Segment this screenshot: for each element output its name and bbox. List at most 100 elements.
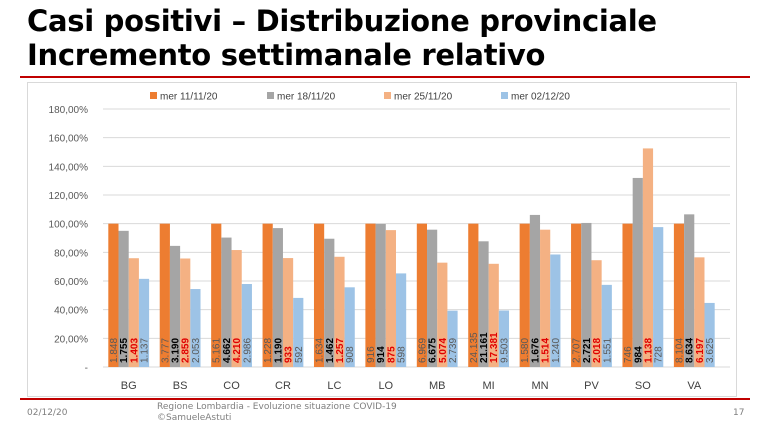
x-tick-label: MN: [531, 380, 548, 392]
bar: [365, 223, 376, 367]
bar: [221, 237, 232, 367]
y-tick-label: 40,00%: [54, 306, 88, 317]
bar: [478, 241, 489, 367]
data-label: 1.755: [119, 338, 130, 363]
legend-swatch: [150, 92, 157, 99]
title-line-2: Incremento settimanale relativo: [27, 38, 546, 72]
bar: [601, 284, 612, 367]
data-label: 984: [633, 346, 644, 363]
title-divider: [20, 76, 750, 78]
bar: [529, 214, 541, 367]
footer-divider: [20, 398, 750, 400]
bar: [653, 227, 664, 367]
bar: [159, 223, 170, 367]
title-line-1: Casi positivi – Distribuzione provincial…: [27, 4, 657, 38]
data-label: 4.662: [222, 338, 233, 363]
x-tick-label: MB: [429, 380, 446, 392]
data-label: 9.503: [499, 338, 510, 363]
bar: [262, 223, 273, 367]
chart-frame: [27, 82, 737, 397]
data-label: 875: [386, 346, 397, 363]
data-label: 2.739: [448, 338, 459, 363]
bar: [684, 214, 695, 367]
data-label: 914: [376, 346, 387, 363]
bar: [704, 302, 715, 367]
y-tick-label: -: [85, 363, 88, 374]
x-tick-label: BG: [121, 380, 137, 392]
data-label: 592: [294, 346, 305, 363]
bar: [447, 310, 458, 367]
data-label: 1.190: [273, 338, 284, 363]
data-label: 6.969: [417, 338, 428, 363]
footer-source-line-1: Regione Lombardia - Evoluzione situazion…: [157, 402, 397, 412]
x-tick-label: CO: [223, 380, 240, 392]
bar: [128, 258, 139, 367]
data-label: 1.551: [602, 338, 613, 363]
y-tick-label: 140,00%: [49, 162, 89, 173]
x-tick-label: SO: [635, 380, 651, 392]
bar: [211, 223, 222, 367]
bar: [324, 238, 335, 367]
data-label: 746: [623, 346, 634, 363]
bar: [231, 250, 242, 367]
data-label: 3.190: [171, 338, 182, 363]
bar: [694, 257, 705, 367]
x-tick-label: PV: [584, 380, 599, 392]
bar: [395, 273, 407, 367]
bar: [591, 260, 602, 367]
bar: [138, 278, 150, 367]
bar: [488, 263, 499, 367]
data-label: 1.580: [520, 338, 531, 363]
legend-label: mer 02/12/20: [511, 92, 570, 103]
footer-date: 02/12/20: [27, 408, 68, 418]
bar: [344, 287, 355, 367]
bar: [118, 230, 129, 367]
y-tick-label: 100,00%: [49, 220, 89, 231]
bar: [190, 289, 201, 367]
data-label: 1.848: [109, 338, 120, 363]
data-label: 2.018: [592, 338, 603, 363]
data-label: 1.257: [335, 338, 346, 363]
data-label: 1.137: [140, 338, 151, 363]
legend-swatch: [501, 92, 508, 99]
data-label: 1.462: [325, 338, 336, 363]
data-label: 2.721: [582, 338, 593, 363]
data-label: 908: [345, 346, 356, 363]
legend-label: mer 25/11/20: [394, 92, 453, 103]
data-label: 2.986: [242, 338, 253, 363]
bar: [169, 245, 181, 367]
y-tick-label: 80,00%: [54, 248, 88, 259]
bar: [334, 256, 345, 367]
bar: [313, 223, 325, 367]
data-label: 21.161: [479, 332, 490, 363]
bar: [282, 258, 294, 367]
bar: [375, 223, 386, 367]
data-label: 6.675: [428, 338, 439, 363]
data-label: 6.197: [695, 338, 706, 363]
footer-source: Regione Lombardia - Evoluzione situazion…: [157, 402, 397, 424]
y-tick-label: 180,00%: [49, 105, 89, 116]
data-label: 1.676: [530, 338, 541, 363]
data-label: 2.707: [572, 338, 583, 363]
data-label: 1.228: [263, 338, 274, 363]
data-label: 1.634: [315, 338, 326, 363]
data-label: 4.210: [232, 338, 243, 363]
bar: [385, 230, 396, 367]
bar: [550, 254, 561, 367]
bar: [427, 229, 438, 367]
data-label: 1.403: [129, 338, 140, 363]
x-tick-label: BS: [173, 380, 188, 392]
x-tick-label: LC: [327, 380, 341, 392]
data-label: 8.104: [674, 338, 685, 363]
bar: [416, 223, 428, 367]
footer-source-line-2: ©SamueleAstuti: [157, 413, 232, 423]
slide-title: Casi positivi – Distribuzione provincial…: [27, 4, 657, 72]
y-tick-label: 60,00%: [54, 277, 88, 288]
data-label: 3.625: [705, 338, 716, 363]
data-label: 2.859: [181, 338, 192, 363]
x-tick-label: CR: [275, 380, 291, 392]
bar: [468, 223, 479, 367]
legend-label: mer 11/11/20: [160, 92, 218, 103]
bar: [180, 258, 191, 367]
